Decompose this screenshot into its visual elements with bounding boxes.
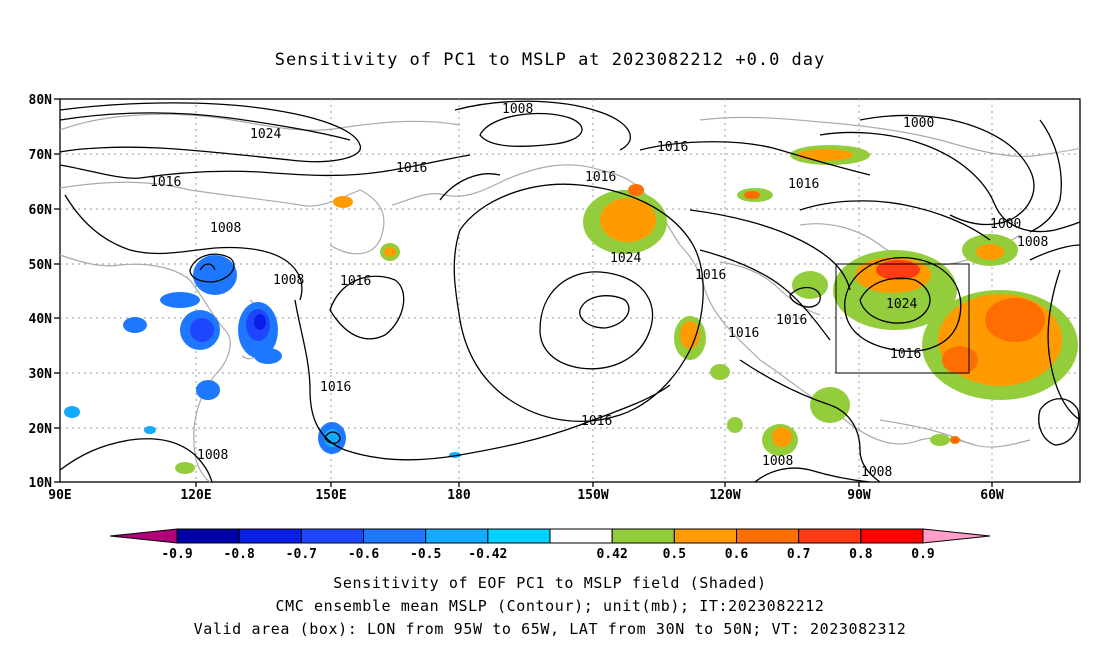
lat-label: 40N bbox=[29, 312, 53, 327]
contour-label: 1008 bbox=[1017, 235, 1048, 250]
colorbar-swatch bbox=[176, 528, 240, 544]
shaded-negative-regions bbox=[64, 255, 461, 458]
contour-label: 1008 bbox=[210, 221, 241, 236]
lon-label: 150E bbox=[315, 488, 346, 503]
lon-label: 120W bbox=[709, 488, 740, 503]
contour-label: 1016 bbox=[581, 414, 612, 429]
contour-label: 1008 bbox=[861, 465, 892, 480]
colorbar-swatch bbox=[363, 528, 427, 544]
lon-label: 150W bbox=[577, 488, 608, 503]
colorbar bbox=[109, 528, 991, 544]
contour-label: 1008 bbox=[502, 102, 533, 117]
contour-label: 1016 bbox=[396, 161, 427, 176]
valid-area-box bbox=[835, 263, 970, 374]
lat-label: 80N bbox=[29, 93, 53, 108]
colorbar-arrow-high bbox=[922, 528, 991, 544]
caption-line-3: Valid area (box): LON from 95W to 65W, L… bbox=[193, 620, 907, 638]
colorbar-tick-label: 0.42 bbox=[597, 547, 628, 562]
contour-label: 1016 bbox=[320, 380, 351, 395]
contour-label: 1016 bbox=[728, 326, 759, 341]
latitude-axis-labels: 80N 70N 60N 50N 40N 30N 20N 10N bbox=[29, 93, 53, 491]
lat-label: 30N bbox=[29, 367, 53, 382]
colorbar-labels: -0.9 -0.8 -0.7 -0.6 -0.5 -0.42 0.42 0.5 0.6 0.7 0.… bbox=[161, 547, 934, 562]
colorbar-swatch bbox=[860, 528, 924, 544]
colorbar-tick-label: -0.6 bbox=[348, 547, 379, 562]
colorbar-tick-label: -0.8 bbox=[224, 547, 255, 562]
colorbar-swatch bbox=[736, 528, 800, 544]
contour-label: 1016 bbox=[585, 170, 616, 185]
lon-label: 180 bbox=[447, 488, 471, 503]
contour-label: 1016 bbox=[150, 175, 181, 190]
contour-label: 1024 bbox=[886, 297, 917, 312]
colorbar-tick-label: 0.5 bbox=[663, 547, 686, 562]
contour-label: 1000 bbox=[990, 217, 1021, 232]
lat-label: 60N bbox=[29, 203, 53, 218]
lon-label: 90W bbox=[847, 488, 871, 503]
lat-label: 10N bbox=[29, 476, 53, 491]
colorbar-tick-label: 0.9 bbox=[911, 547, 934, 562]
contour-label: 1000 bbox=[903, 116, 934, 131]
lat-ticks bbox=[54, 98, 60, 483]
lon-label: 90E bbox=[48, 488, 71, 503]
lon-label: 60W bbox=[980, 488, 1004, 503]
contour-label: 1008 bbox=[762, 454, 793, 469]
contour-label: 1016 bbox=[695, 268, 726, 283]
contour-label: 1008 bbox=[273, 273, 304, 288]
lat-label: 50N bbox=[29, 258, 53, 273]
mslp-contours bbox=[59, 100, 1081, 483]
contour-label: 1016 bbox=[890, 347, 921, 362]
colorbar-tick-label: -0.9 bbox=[161, 547, 192, 562]
contour-label: 1016 bbox=[657, 140, 688, 155]
caption-line-2: CMC ensemble mean MSLP (Contour); unit(m… bbox=[275, 597, 825, 615]
colorbar-swatch bbox=[549, 528, 613, 544]
colorbar-arrow-low bbox=[109, 528, 178, 544]
lat-label: 20N bbox=[29, 422, 53, 437]
map-frame bbox=[59, 98, 1081, 483]
colorbar-swatch bbox=[238, 528, 302, 544]
longitude-axis-labels: 90E 120E 150E 180 150W 120W 90W 60W bbox=[48, 488, 1004, 503]
lon-label: 120E bbox=[180, 488, 211, 503]
contour-label: 1008 bbox=[197, 448, 228, 463]
colorbar-tick-label: 0.8 bbox=[849, 547, 873, 562]
contour-label: 1016 bbox=[788, 177, 819, 192]
contour-label: 1024 bbox=[610, 251, 641, 266]
colorbar-tick-label: -0.7 bbox=[286, 547, 317, 562]
colorbar-tick-label: 0.6 bbox=[725, 547, 749, 562]
colorbar-tick-label: -0.42 bbox=[468, 547, 507, 562]
contour-labels: 1008 1024 1016 1016 1000 1016 1016 1016 … bbox=[150, 102, 1048, 480]
lon-ticks bbox=[195, 482, 993, 487]
chart-title: Sensitivity of PC1 to MSLP at 2023082212… bbox=[274, 50, 826, 70]
contour-label: 1016 bbox=[340, 274, 371, 289]
colorbar-swatch bbox=[300, 528, 365, 544]
colorbar-swatch bbox=[798, 528, 862, 544]
lat-label: 70N bbox=[29, 148, 53, 163]
colorbar-swatch bbox=[673, 528, 737, 544]
colorbar-tick-label: 0.7 bbox=[787, 547, 810, 562]
caption-line-1: Sensitivity of EOF PC1 to MSLP field (Sh… bbox=[333, 574, 767, 592]
colorbar-swatch bbox=[487, 528, 551, 544]
contour-label: 1016 bbox=[776, 313, 807, 328]
colorbar-swatch bbox=[425, 528, 489, 544]
colorbar-tick-label: -0.5 bbox=[410, 547, 441, 562]
colorbar-swatch bbox=[611, 528, 675, 544]
contour-label: 1024 bbox=[250, 127, 281, 142]
